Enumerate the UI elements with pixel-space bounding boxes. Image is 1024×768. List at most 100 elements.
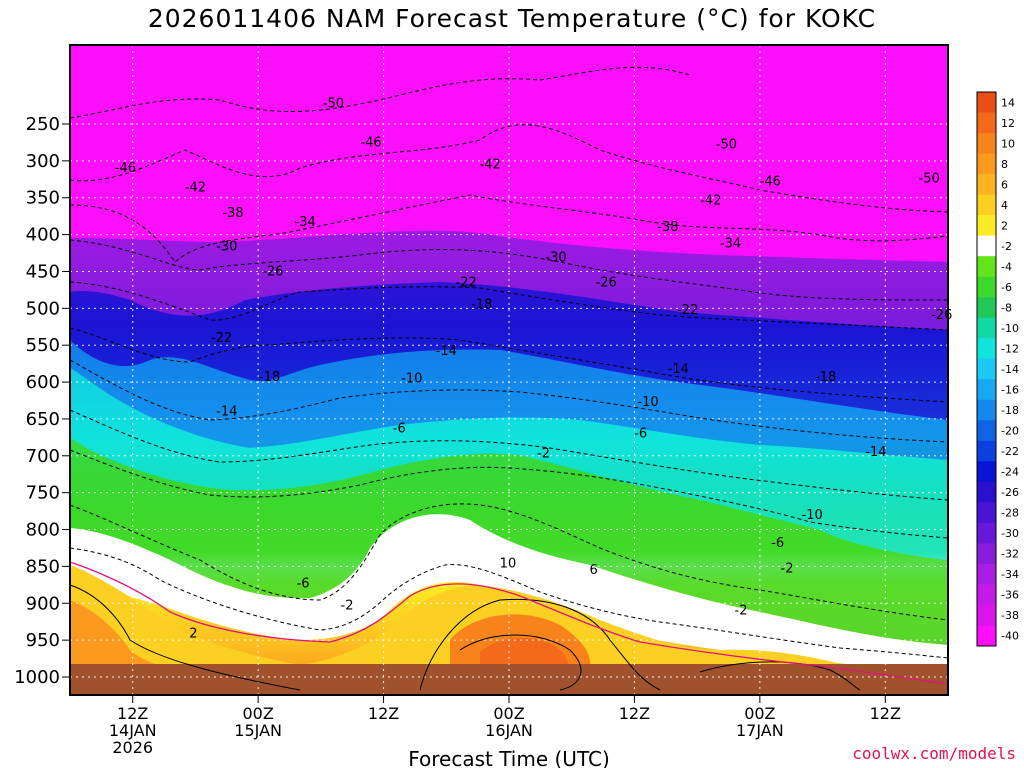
y-tick-label: 550 (26, 335, 60, 356)
freezing-line-contour (69, 561, 949, 685)
contour-label: -38 (657, 220, 678, 235)
x-tick-label: 00Z (744, 704, 775, 723)
grid-layer (70, 45, 948, 695)
x-tick-label: 14JAN (109, 721, 157, 740)
contour-label: -46 (360, 135, 381, 150)
contour-label: -6 (634, 427, 647, 442)
x-tick-label: 12Z (619, 704, 650, 723)
colorbar-label: -22 (1001, 445, 1019, 458)
colorbar-swatch (977, 604, 996, 626)
x-tick-label: 12Z (368, 704, 399, 723)
colorbar-label: -30 (1001, 527, 1019, 540)
temperature-contour (69, 281, 949, 331)
contour-label: -42 (480, 158, 501, 173)
colorbar-label: -24 (1001, 466, 1019, 479)
colorbar-label: -14 (1001, 363, 1019, 376)
colorbar-swatch (977, 440, 996, 462)
x-axis-title: Forecast Time (UTC) (408, 747, 610, 768)
contour-label: -6 (771, 536, 784, 551)
colorbar-label: -16 (1001, 384, 1019, 397)
colorbar-swatch (977, 297, 996, 319)
x-tick-label: 17JAN (736, 721, 784, 740)
colorbar-label: -36 (1001, 589, 1019, 602)
temperature-contour (69, 449, 949, 539)
contour-label: -22 (211, 331, 232, 346)
band-cyan (70, 368, 948, 560)
colorbar-swatch (977, 317, 996, 339)
temperature-contour (69, 327, 949, 403)
x-tick-label: 12Z (117, 704, 148, 723)
colorbar-swatch (977, 276, 996, 298)
colorbar-label: -38 (1001, 609, 1019, 622)
x-tick-label: 16JAN (485, 721, 533, 740)
colorbar-swatch (977, 133, 996, 155)
contour-label: 10 (500, 556, 517, 571)
contour-label: -2 (341, 598, 354, 613)
colorbar-label: -12 (1001, 342, 1019, 355)
colorbar-label: -40 (1001, 630, 1019, 643)
colorbar-swatch (977, 522, 996, 544)
colorbar-label: -26 (1001, 486, 1019, 499)
colorbar-frame (976, 91, 997, 647)
y-tick-label: 950 (26, 630, 60, 651)
y-axis: 250 300 350 400 450 500 550 600 650 700 750 800 850 9… (14, 114, 70, 688)
contour-label: -50 (919, 172, 940, 187)
contour-label: -38 (222, 206, 243, 221)
colorbar-label: -4 (1001, 260, 1012, 273)
band-green (70, 438, 948, 645)
colorbar-label: 10 (1001, 137, 1015, 150)
chart-title: 2026011406 NAM Forecast Temperature (°C)… (147, 4, 877, 33)
y-tick-label: 500 (26, 298, 60, 319)
contour-label: -14 (865, 445, 886, 460)
colorbar-label: -2 (1001, 240, 1012, 253)
colorbar-label: 4 (1001, 199, 1008, 212)
contour-label: 2 (189, 626, 197, 641)
contour-label: -10 (637, 395, 658, 410)
contour-label: -18 (471, 298, 492, 313)
colorbar-swatch (977, 543, 996, 565)
contour-label: -26 (596, 276, 617, 291)
temperature-contour (69, 547, 949, 659)
temperature-contour (69, 409, 949, 501)
y-tick-label: 750 (26, 483, 60, 504)
contour-label: -42 (185, 180, 206, 195)
colorbar-swatch (977, 399, 996, 421)
y-tick-label: 700 (26, 446, 60, 467)
contour-label: -2 (781, 562, 794, 577)
contour-label: -18 (815, 370, 836, 385)
temperature-contour (69, 124, 949, 213)
contour-label: -10 (401, 371, 422, 386)
contour-label: -14 (216, 405, 237, 420)
contour-label: -18 (259, 370, 280, 385)
x-tick-label: 00Z (242, 704, 273, 723)
y-tick-label: 850 (26, 556, 60, 577)
contour-label: -22 (677, 303, 698, 318)
colorbar-legend: 14 12 10 8 6 4 2 -2 -4 -6 -8 -10 -12 -14 -16 -18 -20 -22 -… (976, 91, 1019, 647)
contour-label: -14 (668, 362, 689, 377)
colorbar-swatch (977, 379, 996, 401)
colorbar-swatch (977, 481, 996, 503)
colorbar-label: 6 (1001, 178, 1008, 191)
colorbar-swatch (977, 194, 996, 216)
contour-label: 6 (590, 563, 598, 578)
warm-contour (699, 661, 861, 691)
colorbar-swatch (977, 502, 996, 524)
y-tick-label: 800 (26, 520, 60, 541)
contour-label: -46 (760, 175, 781, 190)
x-tick-label: 12Z (870, 704, 901, 723)
colorbar-swatch (977, 338, 996, 360)
temperature-contour (69, 66, 691, 119)
contour-label: -34 (720, 236, 741, 251)
colorbar-label: -32 (1001, 548, 1019, 561)
colorbar-label: -18 (1001, 404, 1019, 417)
colorbar-swatch (977, 215, 996, 237)
x-tick-label: 2026 (112, 738, 153, 757)
temperature-contour (69, 503, 949, 621)
colorbar-swatch (977, 256, 996, 278)
contour-label: -46 (115, 161, 136, 176)
y-tick-label: 400 (26, 225, 60, 246)
warm-contour (69, 584, 301, 691)
colorbar-label: -34 (1001, 568, 1019, 581)
colorbar-swatch (977, 153, 996, 175)
colorbar-label: 12 (1001, 117, 1015, 130)
